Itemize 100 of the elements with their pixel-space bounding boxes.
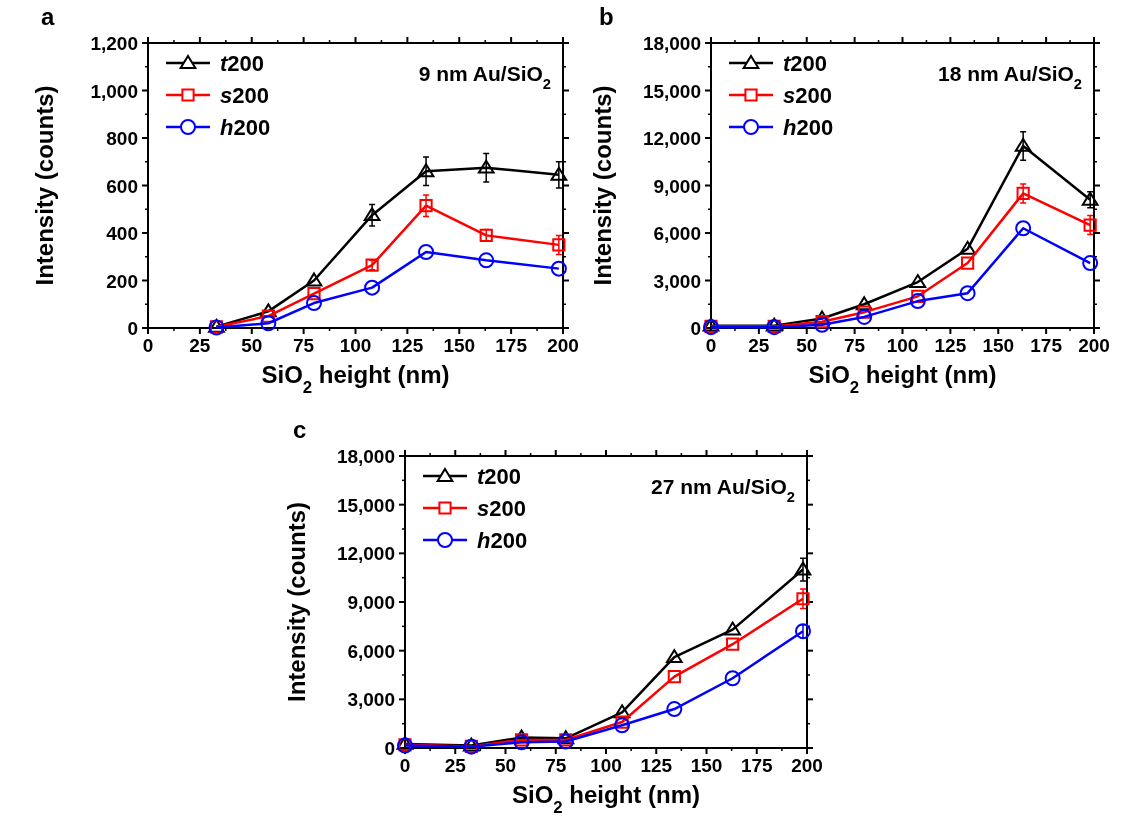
point (959, 285, 976, 302)
y-tick-label: 9,000 (347, 592, 395, 613)
point (550, 260, 567, 277)
point (419, 199, 433, 213)
x-tick-label: 0 (399, 755, 411, 776)
x-tick-label: 25 (444, 755, 467, 776)
legend-label: t200 (477, 464, 522, 489)
y-axis-title: Intensity (counts) (283, 501, 310, 703)
legend-label: s200 (783, 83, 832, 108)
y-tick-label: 0 (690, 318, 701, 339)
point (1014, 137, 1032, 152)
point (665, 649, 683, 664)
x-tick-label: 75 (545, 755, 567, 776)
point (855, 296, 873, 311)
y-tick-label: 0 (127, 318, 138, 339)
annotation: 27 nm Au/SiO$_{2}$ (651, 475, 795, 505)
x-tick-label: 150 (443, 335, 476, 356)
point (724, 670, 741, 687)
point (363, 207, 381, 222)
y-tick-label: 600 (106, 175, 138, 197)
legend-label: h200 (220, 115, 271, 140)
legend-label: s200 (477, 496, 526, 521)
point (909, 293, 926, 310)
x-tick-label: 200 (1078, 335, 1110, 356)
x-tick-label: 100 (339, 335, 372, 356)
point (514, 733, 529, 747)
x-axis-title: SiO$_{2}$ height (nm) (512, 781, 700, 817)
point (794, 623, 811, 640)
y-tick-label: 200 (106, 270, 138, 292)
point (794, 561, 812, 576)
point (513, 734, 530, 751)
x-tick-label: 125 (391, 335, 424, 356)
point (260, 303, 277, 318)
point (418, 244, 435, 260)
point (724, 621, 741, 636)
point (857, 305, 871, 319)
point (615, 715, 629, 729)
y-tick-label: 1,000 (90, 80, 138, 102)
y-tick-label: 18,000 (336, 446, 395, 467)
x-tick-label: 200 (791, 755, 823, 776)
x-axis-title: SiO$_{2}$ height (nm) (808, 361, 997, 397)
y-tick-label: 400 (106, 223, 138, 244)
y-tick-label: 15,000 (336, 494, 395, 516)
point (305, 272, 323, 287)
chart-title: a (41, 3, 55, 30)
point (307, 286, 321, 301)
chart-title: b (599, 3, 614, 30)
point (552, 238, 566, 252)
annotation: 9 nm Au/SiO$_{2}$ (418, 62, 551, 92)
y-tick-label: 3,000 (347, 689, 395, 711)
y-tick-label: 12,000 (642, 128, 701, 149)
x-tick-label: 175 (1030, 335, 1063, 356)
y-tick-label: 0 (384, 738, 395, 759)
point (909, 274, 927, 288)
y-tick-label: 6,000 (653, 223, 701, 244)
point (911, 289, 925, 303)
x-axis-title: SiO$_{2}$ height (nm) (261, 361, 450, 397)
x-tick-label: 25 (189, 335, 211, 356)
point (959, 240, 976, 255)
point (1082, 255, 1099, 272)
point (726, 637, 740, 651)
point (961, 256, 975, 270)
legend-label: s200 (220, 83, 269, 108)
point (814, 316, 831, 333)
y-tick-label: 15,000 (642, 80, 701, 102)
x-tick-label: 0 (705, 335, 717, 356)
x-tick-label: 100 (886, 335, 919, 356)
point (614, 717, 631, 734)
chart-title: c (293, 416, 307, 443)
point (477, 159, 495, 174)
legend-label: h200 (477, 528, 528, 553)
x-tick-label: 25 (748, 335, 770, 356)
x-tick-label: 200 (547, 335, 579, 356)
point (796, 592, 810, 606)
x-tick-label: 125 (640, 755, 673, 776)
y-tick-label: 12,000 (336, 543, 395, 565)
x-tick-label: 50 (494, 755, 517, 776)
legend-label: h200 (783, 115, 834, 140)
y-tick-label: 9,000 (653, 175, 701, 197)
y-tick-label: 18,000 (642, 33, 701, 54)
x-tick-label: 175 (740, 755, 774, 776)
legend-label: t200 (783, 51, 828, 76)
x-tick-label: 150 (982, 335, 1015, 356)
point (417, 163, 435, 178)
point (1083, 218, 1097, 232)
x-tick-label: 125 (934, 335, 967, 356)
x-tick-label: 175 (495, 335, 528, 356)
point (856, 308, 873, 325)
y-tick-label: 6,000 (347, 640, 395, 662)
annotation: 18 nm Au/SiO$_{2}$ (938, 62, 1082, 92)
point (260, 315, 277, 332)
y-axis-title: Intensity (counts) (589, 85, 616, 286)
y-tick-label: 1,200 (90, 33, 138, 54)
point (478, 252, 495, 269)
x-tick-label: 50 (241, 335, 263, 356)
x-tick-label: 100 (590, 755, 622, 776)
point (306, 295, 322, 312)
point (364, 279, 381, 296)
y-tick-label: 3,000 (653, 270, 701, 292)
legend-label: t200 (220, 51, 265, 76)
